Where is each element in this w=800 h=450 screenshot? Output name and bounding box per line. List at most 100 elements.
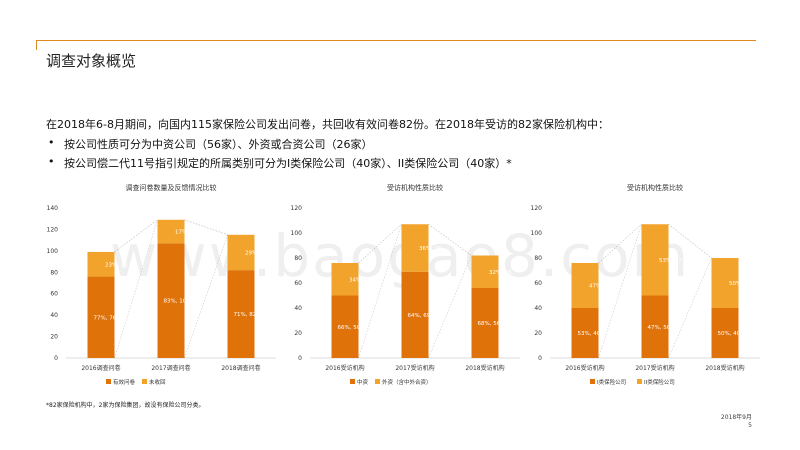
legend-label: II类保险公司 (644, 378, 675, 386)
bar-segment (157, 219, 185, 244)
chart-svg: 受访机构性质比较 0 20 40 60 80 100 120 66%, 50 34%, 26 201… (291, 183, 520, 386)
x-tick-label: 2017受访机构 (635, 364, 674, 372)
bar-segment (641, 295, 669, 358)
bar-segment (571, 308, 599, 358)
data-label: 36%, 38 (419, 246, 442, 252)
bar-segment (571, 263, 599, 308)
y-tick-label: 0 (54, 355, 58, 362)
x-tick-label: 2016受访机构 (325, 364, 364, 372)
y-tick-label: 60 (294, 280, 302, 287)
y-tick-label: 20 (50, 334, 58, 341)
bar-segment (711, 308, 739, 358)
y-tick-label: 60 (534, 280, 542, 287)
connector-line (428, 255, 472, 359)
bar-segment (331, 263, 359, 296)
bar-segment (157, 243, 185, 358)
bar-segment (471, 255, 499, 288)
legend-swatch (106, 379, 111, 384)
y-tick-label: 100 (47, 248, 59, 255)
y-tick-label: 80 (50, 269, 58, 276)
page-title: 调查对象概览 (46, 52, 137, 70)
y-tick-label: 0 (298, 355, 302, 362)
data-label: 47%, 50 (648, 325, 671, 331)
x-tick-label: 2017受访机构 (395, 364, 434, 372)
y-tick-label: 40 (534, 305, 542, 312)
header-tick (36, 40, 37, 50)
x-tick-label: 2018调查问卷 (221, 364, 260, 372)
data-label: 29%, 33 (245, 250, 268, 256)
chart-title: 调查问卷数量及反馈情况比较 (126, 183, 217, 192)
data-label: 17%, 22 (175, 230, 198, 236)
y-tick-label: 140 (47, 205, 59, 212)
connector-line (358, 224, 402, 264)
y-tick-label: 120 (291, 205, 303, 212)
data-label: 23%, 23 (105, 262, 128, 268)
data-label: 66%, 50 (338, 325, 361, 331)
chart-ownership: 受访机构性质比较 0 20 40 60 80 100 120 66%, 50 34%, 26 201… (282, 180, 532, 395)
connector-line (114, 219, 158, 359)
y-tick-label: 80 (294, 255, 302, 262)
data-label: 83%, 107 (164, 299, 191, 305)
y-tick-label: 80 (534, 255, 542, 262)
y-tick-label: 40 (294, 305, 302, 312)
data-label: 50%, 40 (718, 331, 741, 337)
chart-survey-feedback: 调查问卷数量及反馈情况比较 0 20 40 60 80 100 120 140 77%, 76 23… (38, 180, 288, 395)
connector-line (184, 234, 228, 359)
data-label: 47%, 36 (589, 284, 612, 290)
bar-segment (331, 295, 359, 358)
data-label: 68%, 56 (478, 321, 501, 327)
y-tick-label: 20 (294, 330, 302, 337)
legend-swatch (637, 379, 642, 384)
header-rule (36, 40, 756, 41)
connector-line (114, 219, 158, 253)
x-tick-label: 2018受访机构 (705, 364, 744, 372)
legend-label: 中资 (357, 378, 369, 386)
y-tick-label: 120 (47, 226, 59, 233)
page-number: 5 (748, 422, 752, 429)
legend-label: 有效问卷 (113, 378, 136, 386)
bullet-list: 按公司性质可分为中资公司（56家）、外资或合资公司（26家） 按公司偿二代11号… (46, 136, 512, 174)
y-tick-label: 100 (291, 230, 303, 237)
data-label: 71%, 82 (234, 312, 257, 318)
bar-segment (401, 224, 429, 272)
chart-svg: 受访机构性质比较 0 20 40 60 80 100 120 53%, 40 47%, 36 201… (531, 183, 760, 386)
report-date: 2018年9月 (720, 414, 752, 421)
connector-line (668, 257, 712, 359)
chart-title: 受访机构性质比较 (627, 183, 683, 192)
data-label: 64%, 69 (408, 313, 431, 319)
x-tick-label: 2016调查问卷 (81, 364, 120, 372)
bar-segment (227, 234, 255, 271)
chart-svg: 调查问卷数量及反馈情况比较 0 20 40 60 80 100 120 140 77%, 76 23… (47, 183, 276, 386)
intro-text: 在2018年6-8月期间，向国内115家保险公司发出问卷，共回收有效问卷82份。… (46, 118, 609, 131)
legend-label: I类保险公司 (597, 378, 626, 386)
bar-segment (401, 271, 429, 358)
y-tick-label: 120 (531, 205, 543, 212)
data-label: 53%, 40 (578, 331, 601, 337)
y-tick-label: 60 (50, 291, 58, 298)
legend-label: 未收回 (149, 378, 166, 386)
y-tick-label: 0 (538, 355, 542, 362)
y-tick-label: 20 (534, 330, 542, 337)
connector-line (668, 224, 712, 259)
x-tick-label: 2018受访机构 (465, 364, 504, 372)
legend-swatch (590, 379, 595, 384)
bar-segment (711, 258, 739, 308)
bar-segment (87, 276, 115, 358)
connector-line (598, 224, 642, 264)
bar-segment (471, 288, 499, 358)
bullet-item: 按公司偿二代11号指引规定的所属类别可分为I类保险公司（40家）、II类保险公司… (46, 155, 512, 171)
footnote: *82家保险机构中，2家为保险集团，故没有保险公司分类。 (46, 402, 205, 409)
bar-segment (227, 270, 255, 358)
legend-swatch (350, 379, 355, 384)
x-tick-label: 2017调查问卷 (151, 364, 190, 372)
bullet-item: 按公司性质可分为中资公司（56家）、外资或合资公司（26家） (46, 136, 512, 152)
data-label: 50%, 40 (729, 281, 752, 287)
chart-class: 受访机构性质比较 0 20 40 60 80 100 120 53%, 40 47%, 36 201… (522, 180, 772, 395)
chart-title: 受访机构性质比较 (387, 183, 443, 192)
bar-segment (641, 224, 669, 296)
x-tick-label: 2016受访机构 (565, 364, 604, 372)
connector-line (358, 224, 402, 359)
legend-swatch (375, 379, 380, 384)
bar-segment (87, 251, 115, 277)
data-label: 32%, 26 (489, 270, 512, 276)
